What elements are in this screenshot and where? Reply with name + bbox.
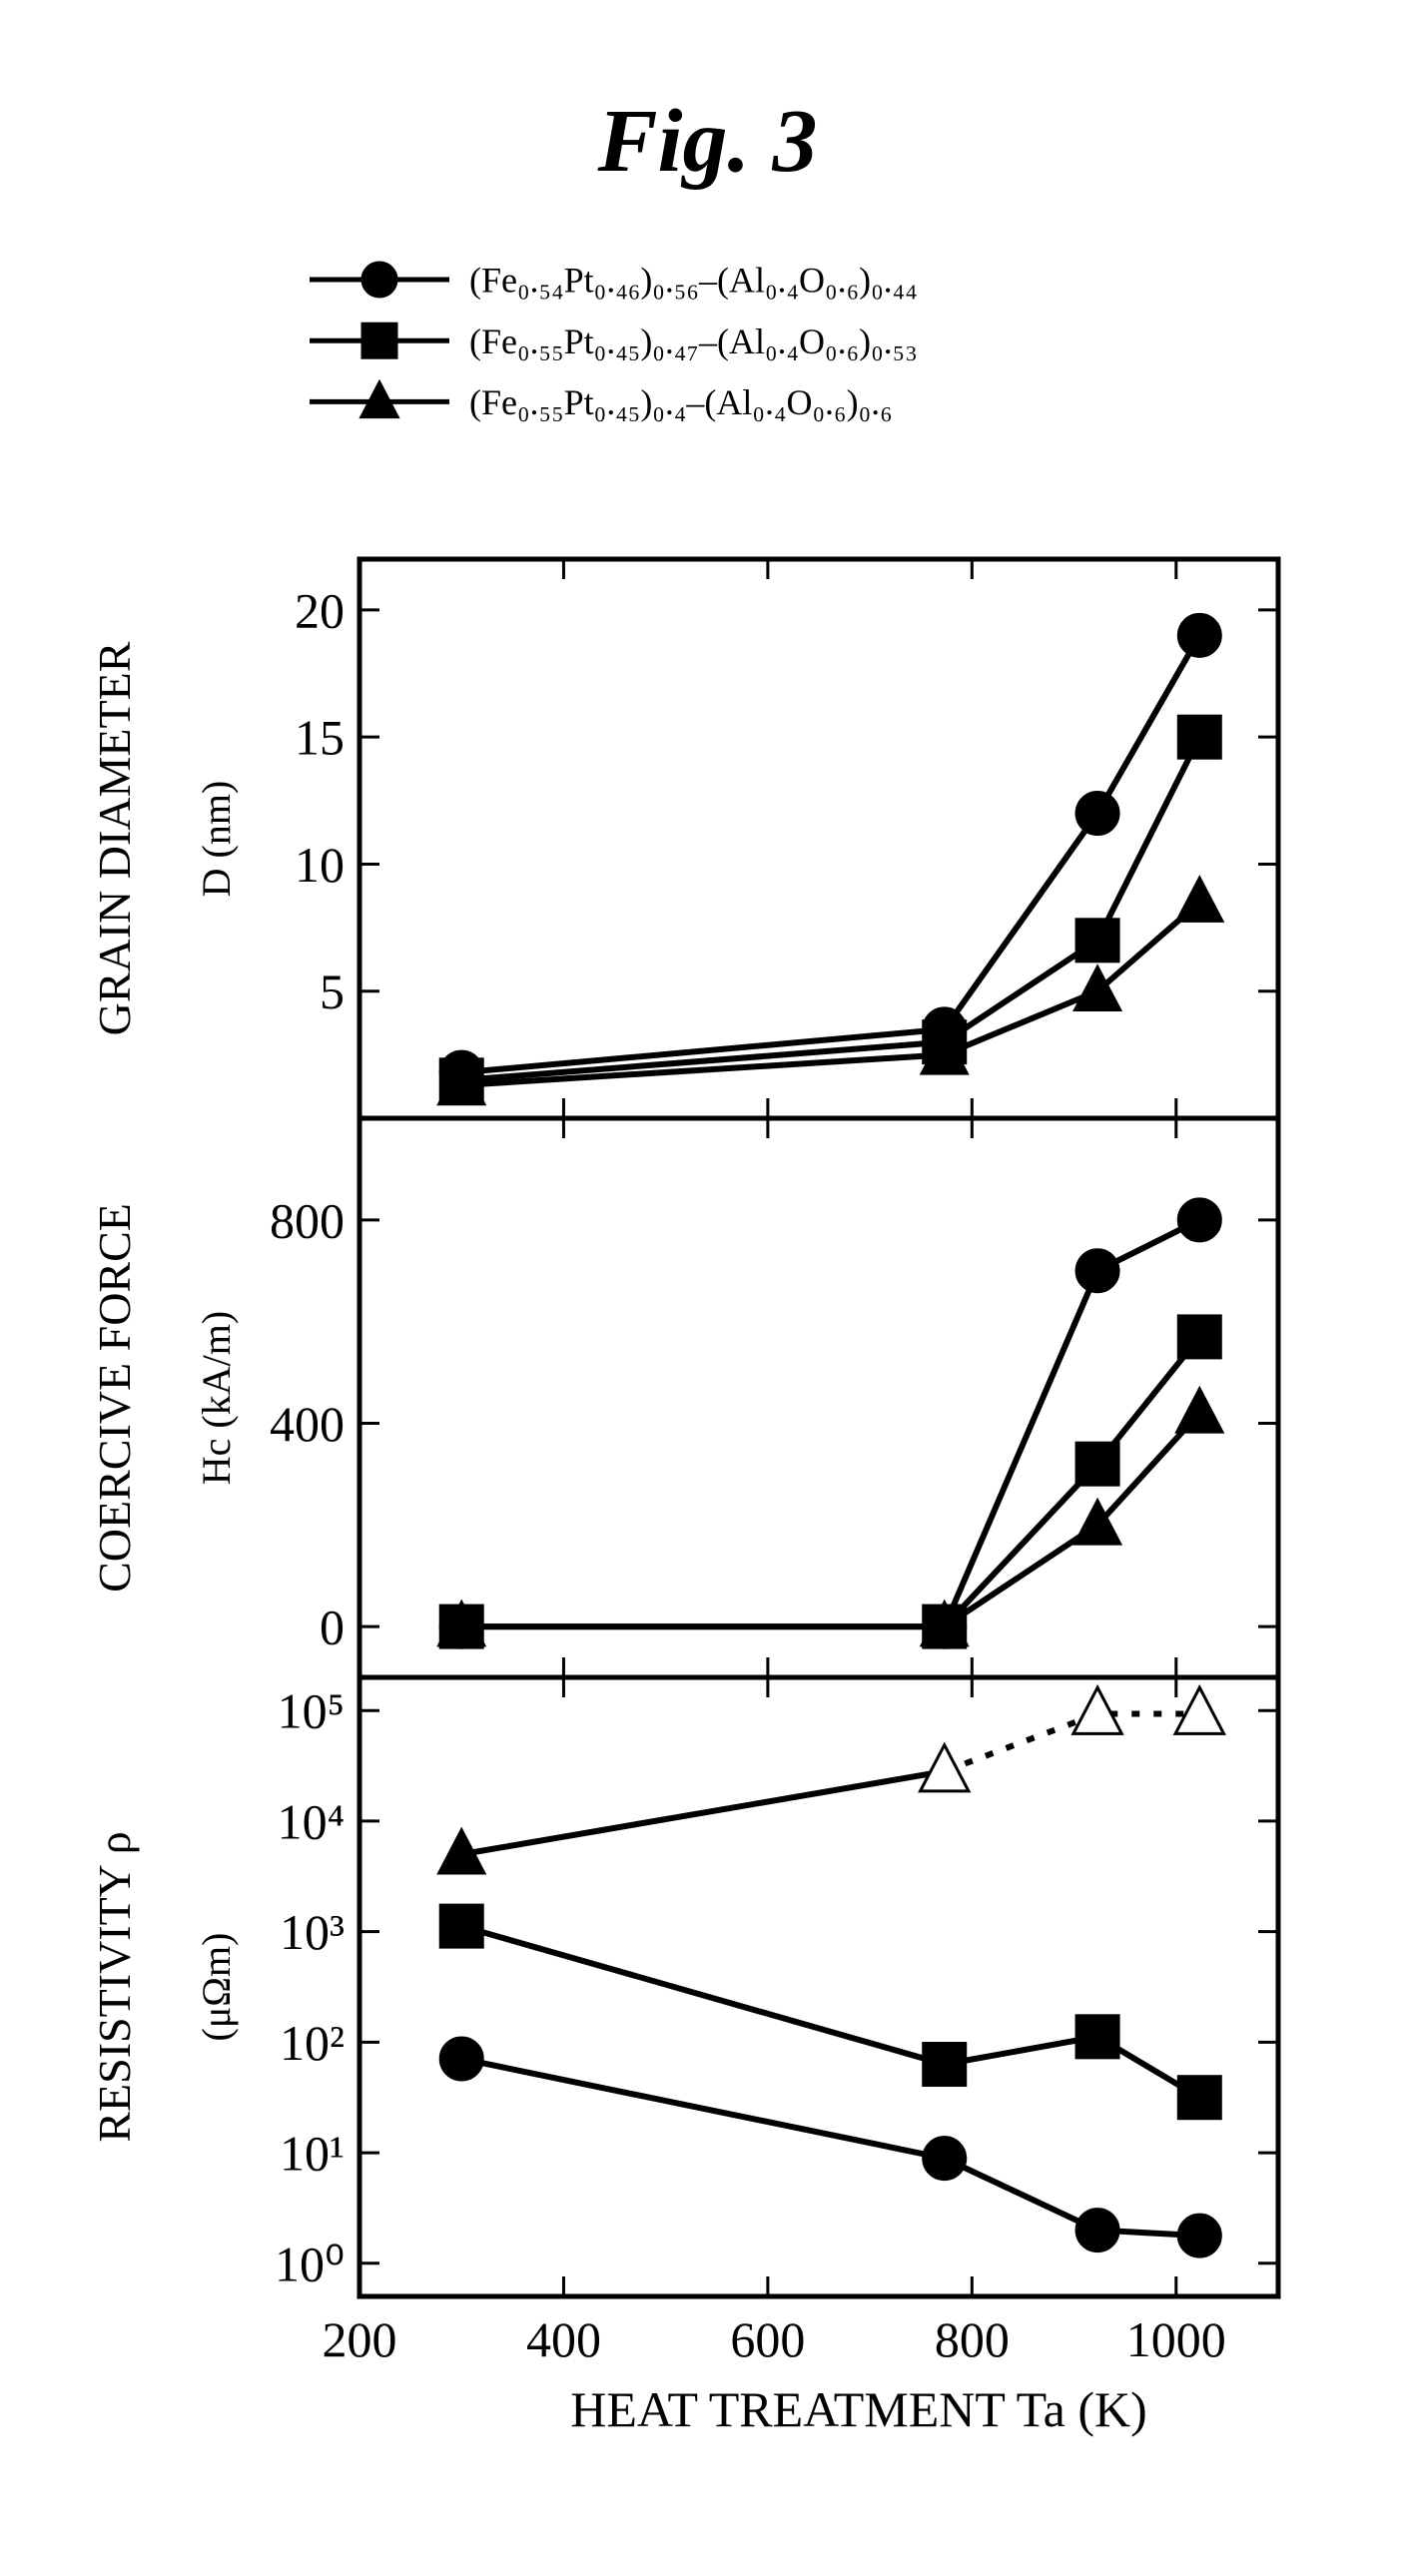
x-axis-label: HEAT TREATMENT Ta (K) bbox=[570, 2381, 1147, 2437]
y-tick-label: 10⁵ bbox=[278, 1683, 345, 1739]
y-tick-label: 800 bbox=[270, 1192, 345, 1248]
y-tick-label: 15 bbox=[295, 710, 345, 766]
chart-svg: (Fe₀.₅₄Pt₀.₄₆)₀.₅₆–(Al₀.₄O₀.₆)₀.₄₄ (Fe₀.₅… bbox=[0, 0, 1415, 2576]
y-tick-label: 10¹ bbox=[280, 2126, 345, 2182]
panel2-ylabel2: Hc (kA/m) bbox=[194, 1311, 239, 1485]
y-tick-label: 5 bbox=[320, 964, 345, 1019]
y-tick-label: 20 bbox=[295, 582, 345, 638]
legend-label: (Fe₀.₅₅Pt₀.₄₅)₀.₄₇–(Al₀.₄O₀.₆)₀.₅₃ bbox=[469, 322, 918, 361]
panel3-ylabel: RESISTIVITY ρ bbox=[89, 1831, 140, 2142]
page: Fig. 3 (Fe₀.₅₄Pt₀.₄₆)₀.₅₆–(Al₀.₄O₀.₆)₀.₄… bbox=[0, 0, 1415, 2576]
y-tick-label: 10 bbox=[295, 837, 345, 893]
panel1-ylabel2: D (nm) bbox=[194, 781, 239, 898]
y-tick-label: 10³ bbox=[280, 1904, 345, 1960]
x-tick-label: 1000 bbox=[1126, 2311, 1226, 2367]
y-tick-label: 400 bbox=[270, 1396, 345, 1452]
panel1-ylabel: GRAIN DIAMETER bbox=[89, 641, 140, 1035]
legend-label: (Fe₀.₅₄Pt₀.₄₆)₀.₅₆–(Al₀.₄O₀.₆)₀.₄₄ bbox=[469, 261, 918, 301]
y-tick-label: 0 bbox=[320, 1600, 345, 1655]
x-tick-label: 600 bbox=[730, 2311, 805, 2367]
legend-label: (Fe₀.₅₅Pt₀.₄₅)₀.₄–(Al₀.₄O₀.₆)₀.₆ bbox=[469, 382, 893, 422]
x-tick-label: 200 bbox=[323, 2311, 397, 2367]
x-tick-label: 800 bbox=[935, 2311, 1010, 2367]
x-tick-label: 400 bbox=[526, 2311, 601, 2367]
y-tick-label: 10² bbox=[280, 2015, 345, 2071]
panel3-ylabel2: (μΩm) bbox=[194, 1933, 239, 2042]
y-tick-label: 10⁴ bbox=[278, 1793, 345, 1849]
y-tick-label: 10⁰ bbox=[275, 2236, 345, 2291]
panel2-ylabel: COERCIVE FORCE bbox=[89, 1203, 140, 1593]
